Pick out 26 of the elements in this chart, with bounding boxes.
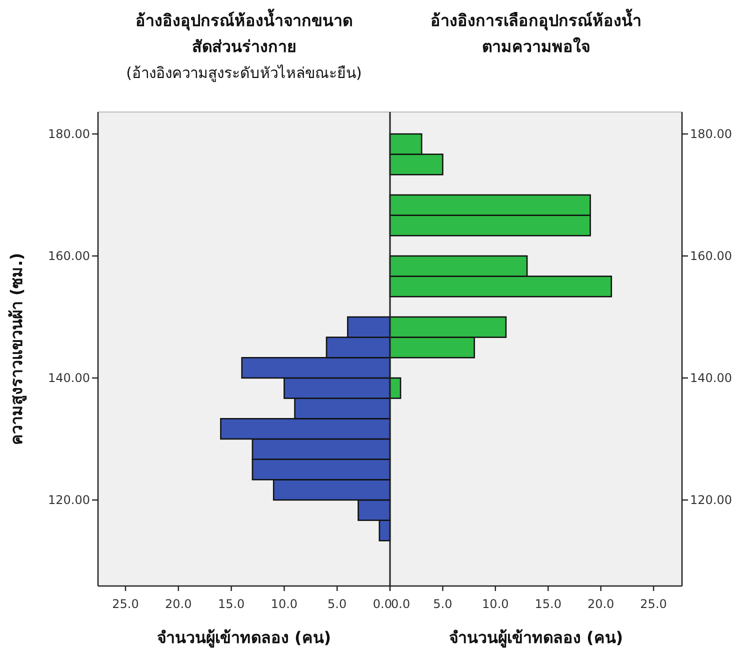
y-tick-label: 160.00	[48, 248, 90, 263]
x-tick-label: 0.0	[372, 597, 392, 611]
x-tick-label: 10.0	[482, 597, 509, 611]
x-tick-label: 0.0	[391, 597, 410, 611]
x-tick-label: 25.0	[112, 597, 139, 611]
x-axis-title: จำนวนผู้เข้าทดลอง (คน)	[448, 628, 624, 649]
y-tick-label: 180.00	[690, 126, 732, 141]
chart-subtitle: (อ้างอิงความสูงระดับหัวไหล่ขณะยืน)	[125, 63, 363, 84]
y-tick-label: 160.00	[690, 248, 732, 263]
chart-title: อ้างอิงการเลือกอุปกรณ์ห้องน้ำตามความพอใจ	[430, 8, 642, 58]
x-tick-label: 5.0	[328, 597, 347, 611]
y-tick-label: 140.00	[690, 370, 732, 385]
y-axis-title: ความสูงราวแขวนผ้า (ซม.)	[7, 252, 28, 446]
x-axis-title: จำนวนผู้เข้าทดลอง (คน)	[156, 628, 332, 649]
x-tick-label: 15.0	[218, 597, 245, 611]
x-tick-label: 20.0	[165, 597, 192, 611]
x-tick-label: 10.0	[270, 597, 298, 611]
y-tick-label: 180.00	[48, 126, 90, 141]
chart-title: อ้างอิงอุปกรณ์ห้องน้ำจากขนาดสัดส่วนร่างกาย	[134, 8, 354, 58]
y-tick-label: 120.00	[48, 492, 90, 507]
y-tick-label: 140.00	[48, 370, 90, 385]
y-tick-label: 120.00	[690, 492, 732, 507]
x-tick-label: 25.0	[640, 597, 667, 611]
x-tick-label: 5.0	[433, 597, 452, 611]
x-tick-label: 15.0	[534, 597, 562, 611]
x-tick-label: 20.0	[587, 597, 614, 611]
